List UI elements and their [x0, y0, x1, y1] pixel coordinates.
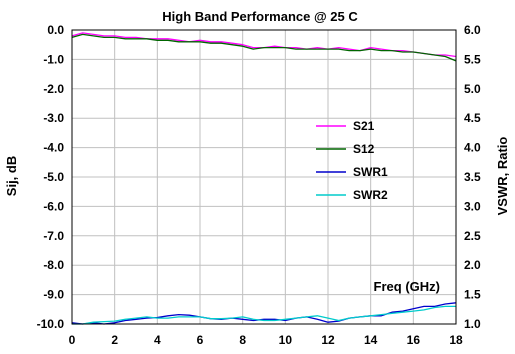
series-line-swr1: [71, 302, 457, 325]
y-left-tick-label: -6.0: [43, 199, 64, 213]
grid: [72, 30, 456, 324]
y-right-tick-label: 4.0: [464, 141, 481, 155]
y-right-tick-label: 2.5: [464, 229, 481, 243]
y-axis-label-right: VSWR, Ratio: [495, 137, 510, 216]
legend-label-s21: S21: [353, 119, 375, 133]
y-left-tick-label: -9.0: [43, 288, 64, 302]
x-tick-label: 2: [111, 333, 118, 347]
y-left-tick-label: -1.0: [43, 52, 64, 66]
series-layer: [71, 32, 457, 325]
y-right-tick-label: 1.5: [464, 288, 481, 302]
series-line-s12: [71, 33, 457, 62]
plot-frame: [71, 29, 457, 325]
legend-label-s12: S12: [353, 142, 375, 156]
x-tick-label: 0: [69, 333, 76, 347]
x-tick-label: 14: [364, 333, 378, 347]
y-right-tick-label: 4.5: [464, 111, 481, 125]
y-right-tick-label: 3.5: [464, 170, 481, 184]
y-right-tick-label: 1.0: [464, 317, 481, 331]
series-line-swr2: [72, 305, 456, 325]
y-axis-label-left: Sij, dB: [4, 156, 19, 196]
y-right-tick-labels: 6.0 5.5 5.0 4.5 4.0 3.5 3.0 2.5 2.0 1.5 1.0: [464, 23, 481, 331]
y-right-tick-label: 3.0: [464, 199, 481, 213]
chart-title: High Band Performance @ 25 C: [162, 9, 358, 24]
y-left-tick-label: -8.0: [43, 258, 64, 272]
y-left-tick-label: -5.0: [43, 170, 64, 184]
x-axis-label: Freq (GHz): [374, 279, 440, 294]
x-tick-label: 18: [449, 333, 463, 347]
y-left-tick-label: -2.0: [43, 82, 64, 96]
y-right-tick-label: 5.0: [464, 82, 481, 96]
legend: S21 S12 SWR1 SWR2: [316, 119, 388, 202]
y-right-tick-label: 5.5: [464, 52, 481, 66]
y-right-tick-label: 6.0: [464, 23, 481, 37]
y-left-tick-label: -7.0: [43, 229, 64, 243]
x-tick-label: 6: [197, 333, 204, 347]
y-right-tick-label: 2.0: [464, 258, 481, 272]
x-tick-labels: 0 2 4 6 8 10 12 14 16 18: [69, 333, 463, 347]
x-tick-label: 10: [279, 333, 293, 347]
legend-label-swr2: SWR2: [353, 188, 388, 202]
y-left-tick-label: -4.0: [43, 141, 64, 155]
x-tick-label: 12: [321, 333, 335, 347]
y-left-tick-labels: 0.0 -1.0 -2.0 -3.0 -4.0 -5.0 -6.0 -7.0 -8.0 -9.0 -…: [37, 23, 65, 331]
x-tick-label: 16: [407, 333, 421, 347]
y-left-tick-label: -10.0: [37, 317, 65, 331]
y-left-tick-label: 0.0: [47, 23, 64, 37]
x-tick-label: 8: [239, 333, 246, 347]
legend-label-swr1: SWR1: [353, 165, 388, 179]
y-left-tick-label: -3.0: [43, 111, 64, 125]
x-tick-label: 4: [154, 333, 161, 347]
